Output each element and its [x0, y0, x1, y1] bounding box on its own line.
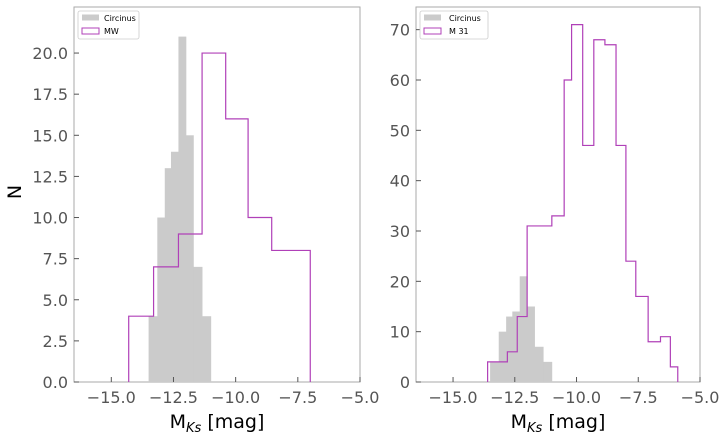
- legend-swatch-circinus-left: [82, 14, 99, 21]
- y-tick-label: 15.0: [32, 126, 68, 145]
- circinus-bar: [164, 168, 172, 382]
- panel-left-mw: −15.0 −12.5 −10.0 −7.5 −5.0 0.0 2.5 5.0 7.5 10.0…: [4, 6, 380, 436]
- circinus-bar: [512, 311, 521, 382]
- y-tick-label: 2.5: [43, 332, 68, 351]
- panel-right-m31: −15.0 −12.5 −10.0 −7.5 −5.0 010203040506070 …: [390, 6, 720, 436]
- x-ticks-left: −15.0 −12.5 −10.0 −7.5 −5.0: [87, 377, 380, 407]
- mw-step-line: [128, 52, 311, 382]
- x-tick-label: −7.5: [619, 388, 658, 407]
- legend-swatch-circinus-right: [424, 14, 441, 21]
- y-tick-label: 30: [390, 222, 410, 241]
- y-tick-label: 70: [390, 21, 410, 40]
- legend-label-mw: MW: [104, 27, 119, 36]
- circinus-bar: [543, 361, 553, 382]
- circinus-bar: [178, 36, 187, 383]
- legend-swatch-mw: [81, 27, 100, 35]
- y-tick-label: 0.0: [43, 373, 68, 392]
- legend-label-circinus-right: Circinus: [449, 14, 481, 23]
- y-tick-label: 7.5: [43, 250, 68, 269]
- y-axis-label: N: [4, 185, 26, 199]
- x-axis-label-left: MKs [mag]: [170, 411, 265, 436]
- y-tick-label: 10: [390, 323, 410, 342]
- y-tick-label: 50: [390, 121, 410, 140]
- y-tick-label: 40: [390, 172, 410, 191]
- circinus-bar: [519, 276, 528, 382]
- circinus-bar: [193, 266, 203, 382]
- plot-frame-right: [415, 6, 701, 383]
- x-tick-label: −12.5: [490, 388, 539, 407]
- circinus-bar: [185, 135, 194, 382]
- legend-right: Circinus M 31: [419, 10, 489, 40]
- m31-step-line: [487, 24, 679, 382]
- plot-frame-left: [73, 6, 361, 383]
- y-tick-label: 0: [400, 373, 410, 392]
- legend-swatch-m31: [423, 27, 442, 35]
- x-tick-label: −12.5: [149, 388, 198, 407]
- legend-label-circinus-left: Circinus: [104, 14, 136, 23]
- circinus-bar: [202, 316, 212, 382]
- y-ticks-left: 0.0 2.5 5.0 7.5 10.0 12.5 15.0 17.5 20.0: [32, 44, 79, 392]
- y-tick-label: 10.0: [32, 209, 68, 228]
- x-tick-label: −7.5: [278, 388, 317, 407]
- circinus-bar: [506, 316, 513, 382]
- y-tick-label: 20.0: [32, 44, 68, 63]
- circinus-bar: [148, 316, 158, 382]
- legend-label-m31: M 31: [449, 27, 469, 36]
- x-tick-label: −5.0: [681, 388, 720, 407]
- y-tick-label: 17.5: [32, 85, 68, 104]
- circinus-bar: [527, 306, 535, 382]
- x-tick-label: −10.0: [552, 388, 601, 407]
- y-tick-label: 12.5: [32, 167, 68, 186]
- circinus-bar: [534, 346, 544, 382]
- y-tick-label: 60: [390, 71, 410, 90]
- x-tick-label: −15.0: [429, 388, 478, 407]
- x-tick-label: −10.0: [211, 388, 260, 407]
- y-ticks-right: 0 10 20 30 40 50 60 70: [390, 21, 421, 392]
- legend-left: Circinus MW: [77, 10, 140, 40]
- x-tick-label: −15.0: [87, 388, 136, 407]
- y-tick-label: 20: [390, 272, 410, 291]
- circinus-bar: [490, 361, 500, 382]
- y-tick-label: 5.0: [43, 291, 68, 310]
- circinus-bars-right: [490, 276, 553, 382]
- circinus-bar: [498, 331, 507, 382]
- x-ticks-right: −15.0 −12.5 −10.0 −7.5 −5.0: [429, 377, 720, 407]
- x-axis-label-right: MKs [mag]: [511, 411, 606, 436]
- circinus-bar: [157, 217, 166, 382]
- x-tick-label: −5.0: [341, 388, 380, 407]
